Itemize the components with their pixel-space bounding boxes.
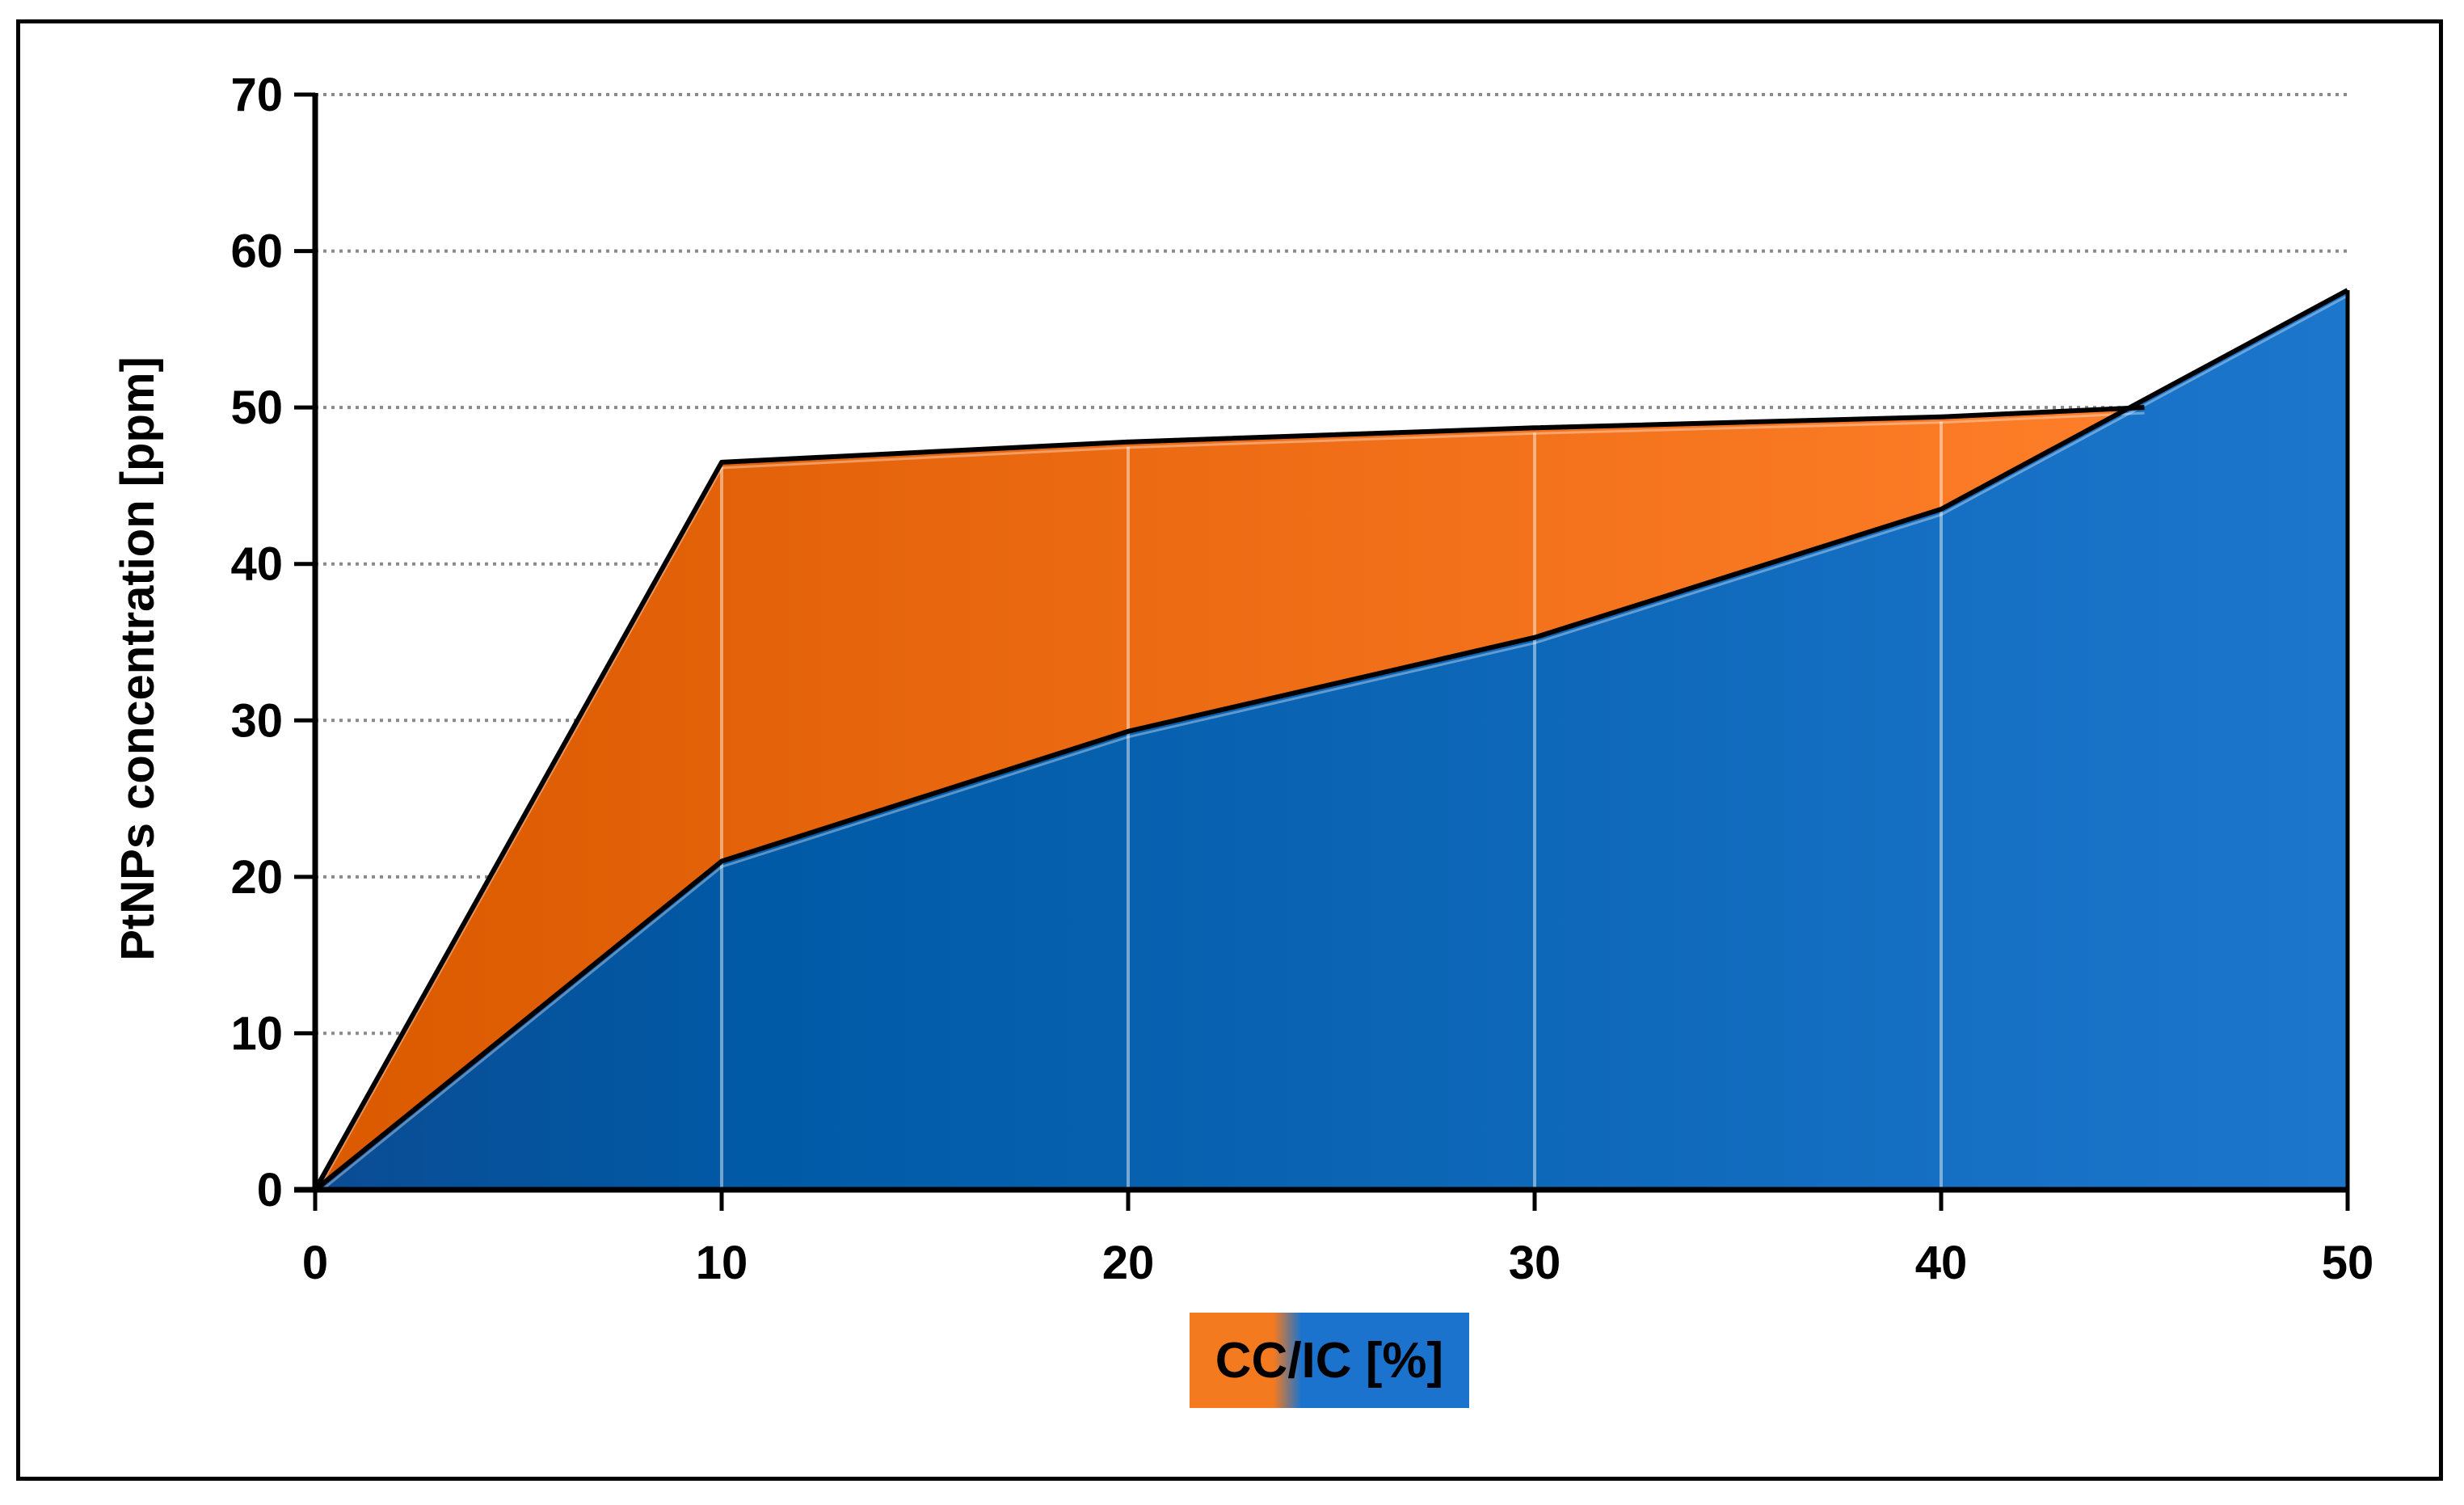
- x-tick-label-30: 30: [1509, 1237, 1561, 1289]
- upper-series-highlight: [314, 411, 2145, 1196]
- x-tick-label-50: 50: [2322, 1237, 2374, 1289]
- lower-series-highlight: [314, 294, 2348, 1197]
- series-lines: [313, 288, 2350, 1197]
- lower-series-line: [314, 288, 2349, 1192]
- x-axis-title: CC/IC [%]: [1190, 1313, 1469, 1408]
- x-axis-title-text: CC/IC [%]: [1215, 1332, 1444, 1389]
- drop-lines: [720, 421, 1943, 1190]
- x-tick-label-0: 0: [302, 1237, 328, 1289]
- y-tick-label-0: 0: [257, 1164, 283, 1216]
- y-tick-label-30: 30: [230, 694, 283, 747]
- y-axis-title: PtNPs concentration [ppm]: [112, 356, 164, 961]
- y-tick-label-10: 10: [230, 1007, 283, 1060]
- y-tick-label-20: 20: [230, 851, 283, 904]
- y-tick-label-50: 50: [230, 382, 283, 434]
- x-tick-label-20: 20: [1102, 1237, 1155, 1289]
- upper-series-line: [313, 405, 2145, 1191]
- axes: [294, 92, 2350, 1211]
- y-tick-label-60: 60: [230, 226, 283, 278]
- x-tick-label-10: 10: [696, 1237, 748, 1289]
- series-area-lower: [315, 289, 2348, 1190]
- series-areas: [315, 289, 2348, 1191]
- y-tick-label-70: 70: [230, 69, 283, 121]
- y-tick-label-40: 40: [230, 538, 283, 591]
- tick-labels: 0 10 20 30 40 50 60 70 0 10 20 30 40 50: [230, 69, 2373, 1289]
- x-tick-label-40: 40: [1915, 1237, 1968, 1289]
